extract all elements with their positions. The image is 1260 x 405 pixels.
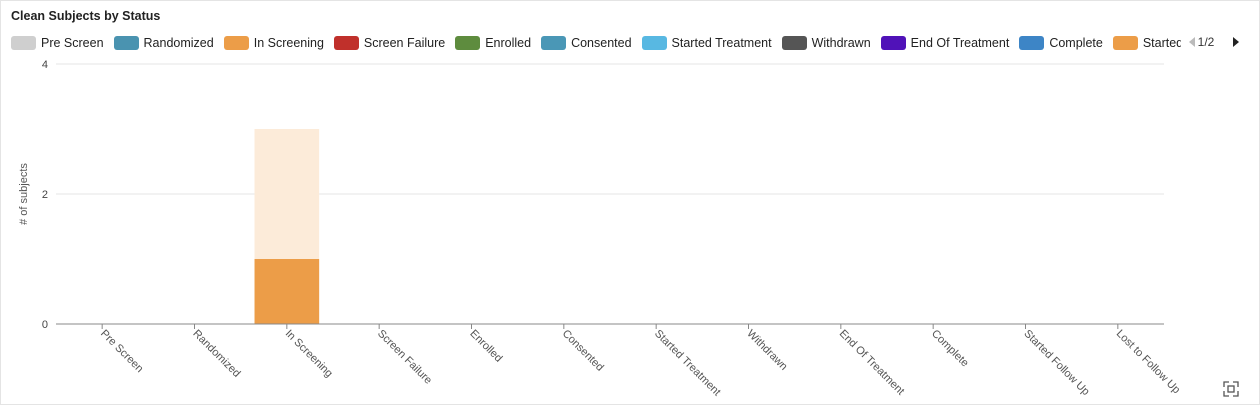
legend-swatch (455, 36, 481, 50)
legend-swatch (641, 36, 667, 50)
legend-swatch (333, 36, 359, 50)
bar (254, 259, 320, 324)
legend-item[interactable]: In Screening (223, 34, 324, 52)
legend-swatch (223, 36, 249, 50)
legend-swatch (113, 36, 139, 50)
chart-title: Clean Subjects by Status (11, 9, 160, 23)
legend-item[interactable]: Started Treatment (641, 34, 772, 52)
y-tick-label: 4 (42, 59, 48, 71)
legend-item[interactable]: Consented (541, 34, 632, 52)
y-tick-label: 2 (42, 189, 48, 201)
x-tick-label: Started Treatment (652, 328, 723, 399)
legend-prev[interactable] (1189, 37, 1195, 47)
x-tick-label: Complete (929, 328, 971, 370)
legend-swatch (11, 36, 36, 50)
legend-label: Started Follow Up (1142, 36, 1181, 50)
legend-label: Randomized (143, 36, 214, 50)
legend-item[interactable]: Complete (1019, 34, 1103, 52)
legend-swatch (781, 36, 807, 50)
legend-label: Screen Failure (363, 36, 446, 50)
legend-label: Pre Screen (41, 36, 104, 50)
legend-item[interactable]: Withdrawn (781, 34, 871, 52)
y-tick-label: 0 (42, 319, 48, 331)
legend-label: In Screening (253, 36, 324, 50)
legend-item[interactable]: Enrolled (455, 34, 531, 52)
legend-item[interactable]: End Of Treatment (880, 34, 1010, 52)
expand-icon[interactable] (1223, 381, 1239, 397)
legend-item[interactable]: Started Follow Up (1112, 34, 1181, 52)
x-tick-label: Withdrawn (744, 328, 789, 373)
legend-page: 1/2 (1198, 35, 1215, 49)
x-tick-label: Enrolled (467, 328, 504, 365)
legend-swatch (1112, 36, 1138, 50)
legend-label: Complete (1049, 36, 1103, 50)
legend-swatch (1019, 36, 1045, 50)
legend-label: End Of Treatment (910, 36, 1010, 50)
legend-label: Started Treatment (671, 36, 772, 50)
legend-label: Enrolled (485, 36, 532, 50)
legend-item[interactable]: Randomized (113, 34, 214, 52)
legend-swatch (541, 36, 567, 50)
x-tick-label: End Of Treatment (837, 328, 907, 398)
x-tick-label: In Screening (283, 328, 335, 380)
legend-item[interactable]: Pre Screen (11, 34, 104, 52)
legend: Pre Screen Randomized In Screening Screen F… (11, 34, 1181, 52)
legend-label: Consented (571, 36, 632, 50)
x-tick-label: Consented (560, 328, 606, 374)
legend-label: Withdrawn (811, 36, 871, 50)
x-tick-label: Started Follow Up (1021, 328, 1091, 398)
y-axis-label: # of subjects (18, 163, 30, 225)
legend-item[interactable]: Screen Failure (333, 34, 446, 52)
x-tick-label: Pre Screen (98, 328, 145, 375)
x-tick-label: Randomized (190, 328, 242, 380)
legend-swatch (880, 36, 906, 50)
x-tick-label: Lost to Follow Up (1114, 328, 1183, 397)
legend-next[interactable] (1233, 37, 1239, 47)
x-tick-label: Screen Failure (375, 328, 434, 387)
